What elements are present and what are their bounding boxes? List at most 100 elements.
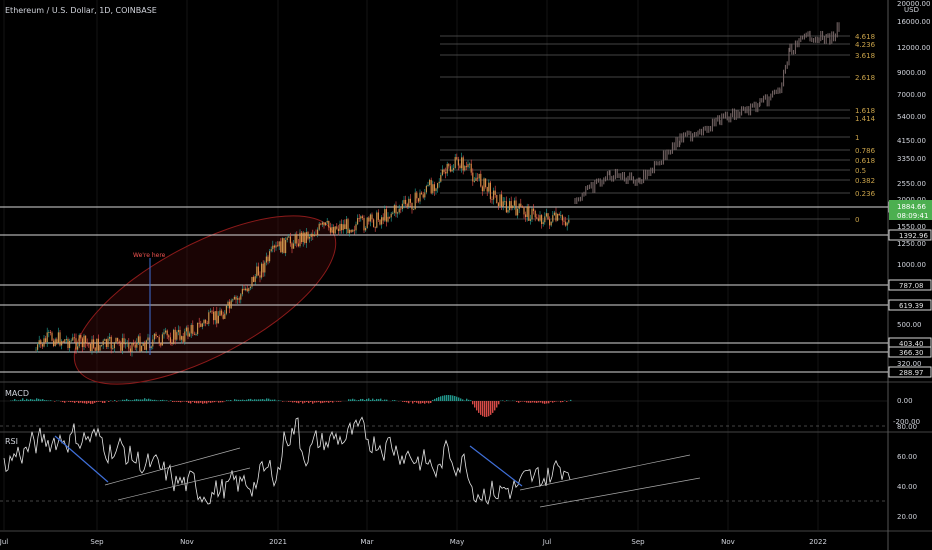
candle-body: [342, 224, 344, 231]
macd-histogram: [0, 395, 888, 417]
macd-bar: [220, 401, 222, 403]
macd-bar: [356, 400, 358, 401]
macd-bar: [208, 401, 210, 403]
candle-body: [269, 251, 271, 262]
candle-body: [371, 214, 373, 220]
macd-bar: [468, 399, 470, 401]
candle-body: [233, 296, 235, 300]
level-tag-text: 403.40: [899, 340, 924, 348]
currency-label: USD: [904, 6, 919, 14]
candle-body: [488, 182, 490, 192]
macd-bar: [238, 399, 240, 401]
macd-bar: [462, 399, 464, 401]
macd-bar: [92, 401, 94, 404]
candle-body: [467, 164, 469, 168]
candle-body: [56, 339, 58, 344]
grid-lines: [3, 0, 819, 530]
macd-bar: [506, 400, 508, 401]
candle-body: [62, 341, 64, 343]
candle-body: [288, 236, 290, 238]
macd-bar: [546, 401, 548, 404]
candle-body: [345, 219, 347, 230]
candle-body: [147, 337, 149, 341]
countdown: 08:09:41: [897, 212, 928, 220]
candle-body: [65, 339, 67, 340]
candle-body: [561, 215, 563, 221]
macd-bar: [166, 400, 168, 401]
candle-body: [45, 338, 47, 343]
macd-bar: [214, 401, 216, 403]
macd-bar: [40, 399, 42, 401]
macd-bar: [372, 398, 374, 401]
candle-body: [453, 168, 455, 170]
macd-bar: [318, 401, 320, 403]
time-tick-label: 2021: [269, 538, 287, 546]
macd-bar: [484, 401, 486, 417]
macd-label[interactable]: MACD: [5, 389, 29, 398]
macd-bar: [442, 395, 444, 401]
macd-bar: [452, 395, 454, 401]
candle-body: [129, 348, 131, 352]
macd-bar: [64, 401, 66, 403]
macd-bar: [432, 399, 434, 401]
candle-body: [91, 339, 93, 352]
candle-body: [510, 201, 512, 209]
candle-body: [499, 194, 501, 207]
candle-body: [214, 311, 216, 321]
candle-body: [557, 214, 559, 221]
candle-body: [448, 163, 450, 167]
candle-body: [465, 166, 467, 168]
macd-bar: [420, 401, 422, 404]
candle-body: [246, 288, 248, 292]
macd-bar: [362, 398, 364, 401]
price-tick-label: 2550.00: [897, 180, 926, 188]
candle-body: [112, 348, 114, 349]
candle-body: [507, 210, 509, 213]
macd-bar: [110, 400, 112, 401]
macd-bar: [150, 399, 152, 401]
candle-body: [193, 333, 195, 335]
macd-bar: [266, 398, 268, 401]
candle-body: [248, 288, 250, 292]
candle-body: [93, 339, 95, 348]
candle-body: [347, 219, 349, 234]
macd-bar: [502, 400, 504, 401]
macd-bar: [282, 401, 284, 402]
candle-body: [275, 245, 277, 248]
rsi-channel-line: [519, 454, 691, 491]
candle-body: [432, 184, 434, 194]
price-tick-label: 20000.00: [897, 0, 930, 8]
macd-bar: [518, 401, 520, 403]
macd-bar: [338, 401, 340, 402]
candle-body: [393, 205, 395, 213]
candle-body: [545, 213, 547, 217]
candle-body: [435, 188, 437, 191]
price-axis[interactable]: 20000.00 16000.00 12000.00 9000.00 7000.00 54…: [893, 0, 930, 521]
candle-body: [326, 220, 328, 223]
candle-body: [558, 214, 560, 216]
candle-body: [513, 200, 515, 206]
macd-bar: [234, 399, 236, 401]
time-axis[interactable]: Jul Sep Nov 2021 Mar May Jul Sep Nov 2022: [0, 538, 827, 546]
candle-body: [136, 342, 138, 348]
macd-bar: [162, 399, 164, 401]
price-tick-label: 1550.00: [897, 223, 926, 231]
symbol-title[interactable]: Ethereum / U.S. Dollar, 1D, COINBASE: [5, 6, 157, 15]
candle-body: [201, 323, 203, 327]
macd-bar: [98, 401, 100, 402]
macd-bar: [202, 401, 204, 404]
macd-bar: [370, 399, 372, 401]
macd-bar: [488, 401, 490, 417]
candle-body: [320, 223, 322, 225]
candle-body: [390, 213, 392, 218]
candle-body: [307, 232, 309, 239]
macd-bar: [180, 401, 182, 403]
candle-body: [429, 179, 431, 185]
macd-bar: [464, 400, 466, 401]
macd-bar: [418, 401, 420, 404]
candle-body: [387, 216, 389, 222]
rsi-label[interactable]: RSI: [5, 437, 18, 446]
macd-bar: [68, 401, 70, 402]
candle-body: [237, 298, 239, 300]
